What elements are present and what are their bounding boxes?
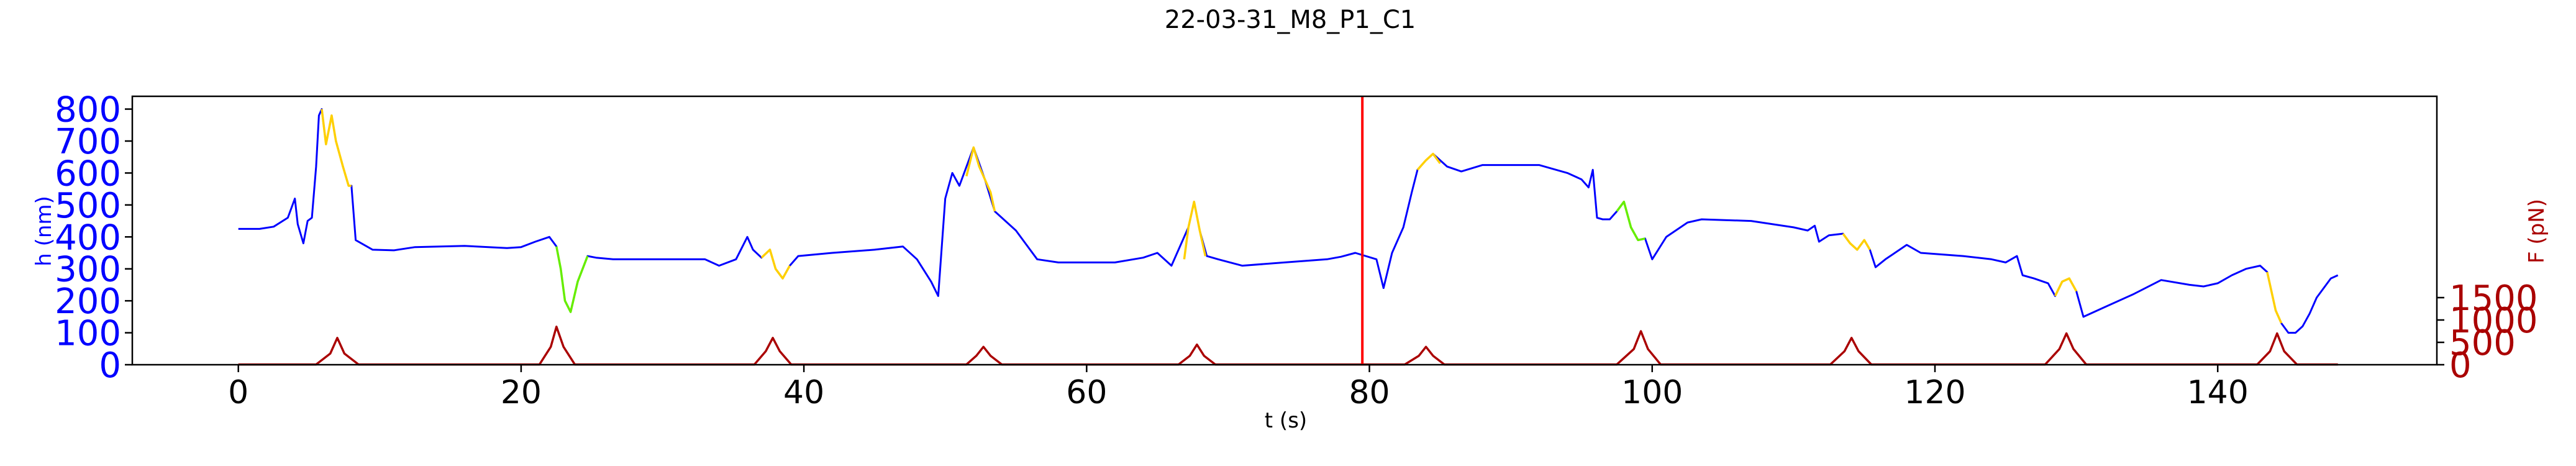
x-tick-label: 60 xyxy=(1066,374,1107,411)
series-segment-h-compression-segments-6 xyxy=(2054,277,2078,297)
y-left-tick-label: 600 xyxy=(55,153,121,194)
series-segment-h-compression-segments-5 xyxy=(1842,233,1871,251)
y-right-tick-label: 1500 xyxy=(2449,278,2538,319)
plot-frame xyxy=(131,95,2438,366)
x-tick-label: 20 xyxy=(501,374,542,411)
y-left-tick-label: 400 xyxy=(55,217,121,258)
y-right-tick-label: 1000 xyxy=(2449,301,2538,341)
series-segment-h-relaxation-segments-0 xyxy=(555,246,589,313)
y-left-tick-label: 200 xyxy=(55,281,121,322)
y-axis-label-right: F (pN) xyxy=(2524,199,2549,263)
x-tick-label: 80 xyxy=(1349,374,1390,411)
series-segment-h-compression-segments-7 xyxy=(2266,272,2283,324)
series-segment-h-relaxation-segments-1 xyxy=(1616,200,1645,242)
series-segment-h-compression-segments-2 xyxy=(965,146,996,212)
y-left-tick-label: 700 xyxy=(55,122,121,162)
y-left-tick-label: 300 xyxy=(55,250,121,290)
series-segment-h-compression-segments-4 xyxy=(1416,152,1441,171)
y-left-tick-label: 100 xyxy=(55,314,121,354)
series-segment-h-compression-segments-3 xyxy=(1183,200,1207,260)
axis-ticks: 0 20 40 60 80 100 120 1400100200300400500600700… xyxy=(55,90,2537,411)
series-segment-h-compression-segments-0 xyxy=(321,109,352,187)
x-tick-label: 40 xyxy=(783,374,824,411)
y-left-tick-label: 0 xyxy=(99,345,121,386)
x-tick-label: 120 xyxy=(1904,374,1965,411)
series-segment-h-compression-segments-1 xyxy=(760,249,791,280)
x-tick-label: 100 xyxy=(1621,374,1683,411)
chart-title: 22-03-31_M8_P1_C1 xyxy=(1165,6,1416,34)
y-left-tick-label: 800 xyxy=(55,90,121,130)
x-axis-label: t (s) xyxy=(1265,408,1307,433)
y-axis-label-left: h (nm) xyxy=(32,196,57,267)
x-tick-label: 0 xyxy=(228,374,248,411)
series-line-h xyxy=(238,108,2339,334)
y-right-tick-label: 0 xyxy=(2449,345,2472,386)
y-left-tick-label: 500 xyxy=(55,186,121,226)
y-right-tick-label: 500 xyxy=(2449,323,2516,363)
x-tick-label: 140 xyxy=(2187,374,2249,411)
